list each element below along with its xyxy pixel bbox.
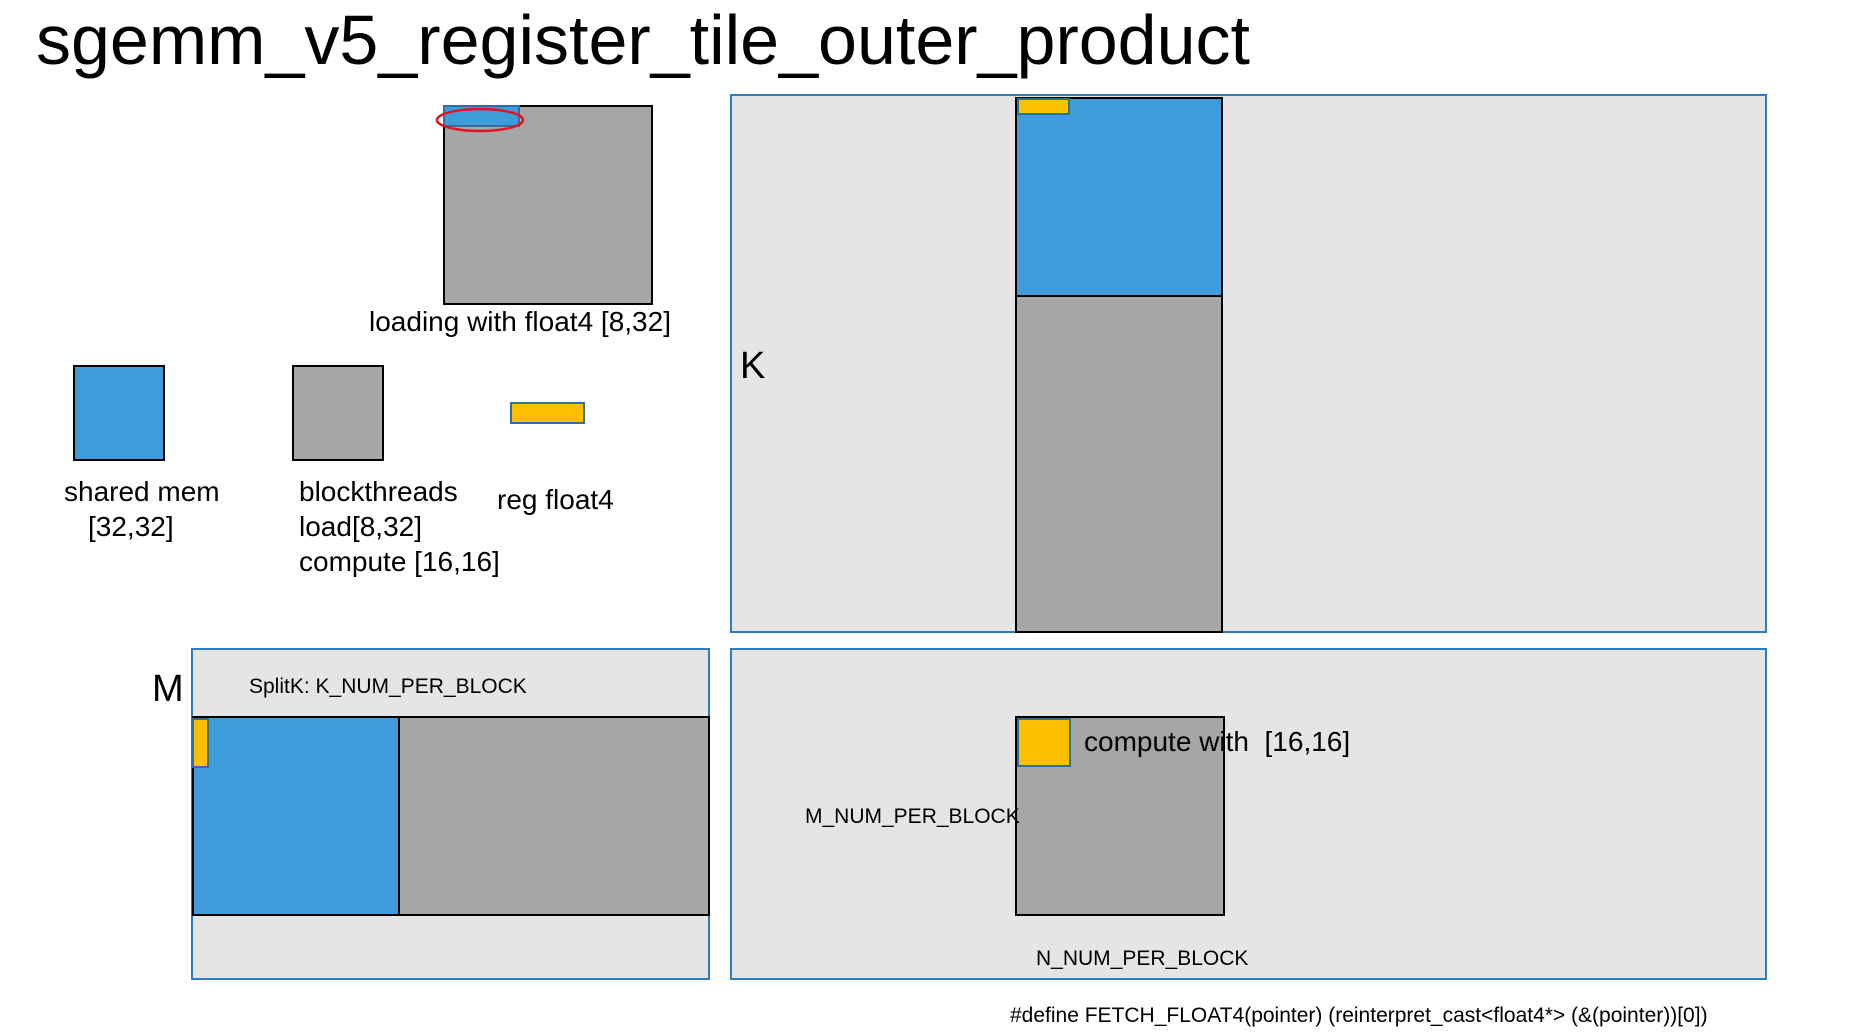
matrix-a-splitk-label: SplitK: K_NUM_PER_BLOCK (249, 675, 527, 698)
legend-blockthreads-label: blockthreads (299, 476, 458, 507)
matrix-a-m-label: M (152, 668, 184, 710)
legend-reg-label: reg float4 (497, 484, 614, 515)
matrix-c-compute-label: compute with [16,16] (1084, 726, 1351, 757)
matrix-c-reg-tile (1017, 718, 1071, 767)
matrix-a-reg-fragment (192, 718, 209, 768)
page-title: sgemm_v5_register_tile_outer_product (36, 1, 1250, 79)
matrix-a-shared-tile (192, 716, 400, 916)
fetch-float4-define: #define FETCH_FLOAT4(pointer) (reinterpr… (1010, 1004, 1708, 1027)
matrix-b-reg-fragment (1017, 98, 1070, 115)
legend-reg-swatch (510, 402, 585, 424)
matrix-b-shared-tile (1015, 97, 1223, 297)
matrix-c-m-label: M_NUM_PER_BLOCK (805, 805, 1020, 828)
legend-blockthreads-compute: compute [16,16] (299, 546, 500, 577)
highlight-ellipse (435, 107, 525, 133)
load-tile (443, 105, 653, 305)
legend-blockthreads-load: load[8,32] (299, 511, 422, 542)
matrix-b-k-label: K (740, 345, 766, 387)
legend-blockthreads-swatch (292, 365, 384, 461)
load-tile-caption: loading with float4 [8,32] (369, 306, 671, 337)
matrix-c-n-label: N_NUM_PER_BLOCK (1036, 947, 1249, 970)
legend-shared-mem-swatch (73, 365, 165, 461)
matrix-c-panel (730, 648, 1767, 980)
legend-shared-mem-size: [32,32] (88, 511, 174, 542)
legend-shared-mem-label: shared mem (64, 476, 220, 507)
matrix-b-panel (730, 94, 1767, 633)
